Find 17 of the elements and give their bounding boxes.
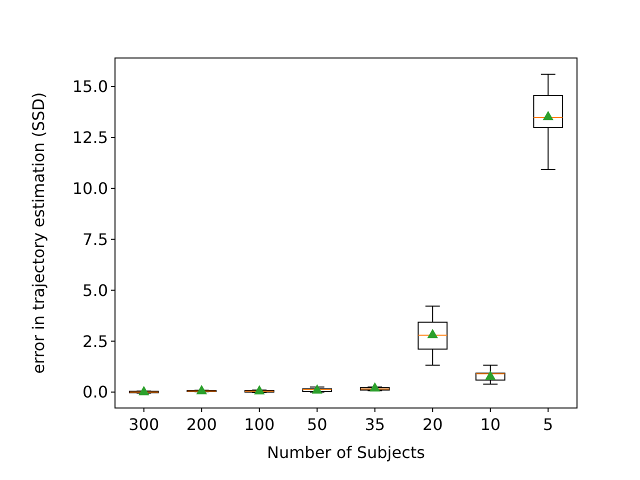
y-tick-label: 7.5 [82, 230, 108, 249]
x-tick-label: 50 [306, 415, 328, 434]
y-tick-label: 10.0 [72, 178, 108, 198]
x-tick-label: 35 [364, 415, 386, 434]
y-tick-label: 0.0 [82, 382, 108, 402]
x-tick-label: 10 [480, 415, 501, 434]
x-tick-label: 300 [128, 415, 160, 434]
y-axis-title: error in trajectory estimation (SSD) [29, 92, 48, 374]
y-tick-label: 12.5 [72, 128, 108, 148]
x-axis-title: Number of Subjects [266, 443, 426, 462]
x-tick-label: 5 [543, 415, 554, 434]
x-tick-label: 100 [244, 415, 275, 434]
y-tick-label: 15.0 [72, 77, 108, 96]
x-tick-label: 200 [186, 415, 217, 434]
y-tick-label: 2.5 [82, 332, 108, 351]
x-tick-label: 20 [422, 415, 443, 434]
y-tick-label: 5.0 [82, 280, 108, 300]
